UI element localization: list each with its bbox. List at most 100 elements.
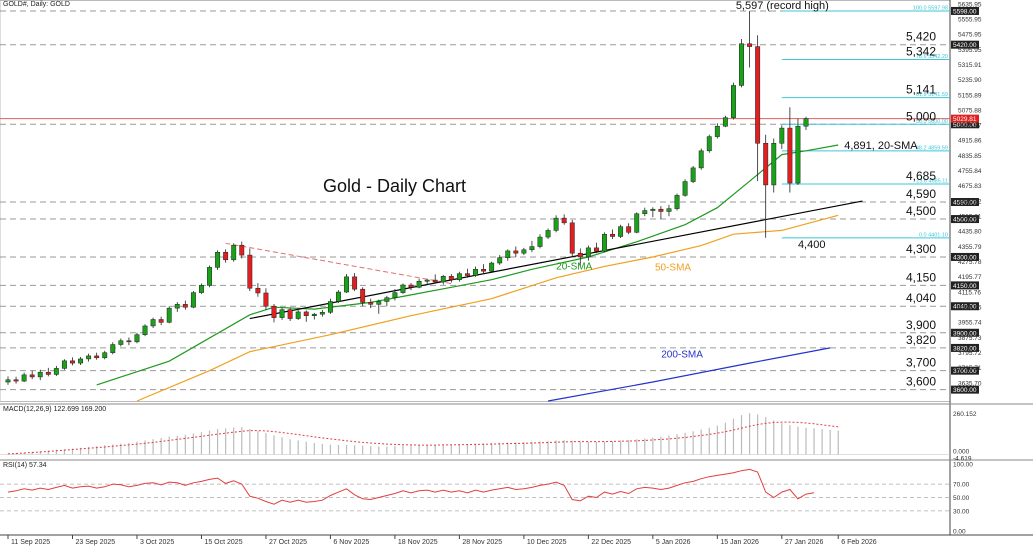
level-tag-bg [951,343,979,352]
level-tag-bg [951,252,979,261]
candle-body [803,118,809,127]
right-level-label: 3,900 [906,318,936,332]
x-tick-label: 23 Sep 2025 [75,539,115,546]
candle-body [319,312,325,315]
level-tag-bg [951,385,979,394]
x-tick-label: 22 Dec 2025 [591,539,631,546]
candle-body [755,46,761,144]
right-level-label: 4,685 [906,169,936,183]
fib-label: 61.8 5141.59 [916,92,948,98]
candle-body [61,360,67,369]
x-tick-label: 10 Dec 2025 [527,539,567,546]
candle-body [327,301,333,313]
level-tag-bg [951,328,979,337]
sma20-value-annotation: 4,891, 20-SMA [844,140,918,152]
rsi-scale-label: 0.00 [953,529,966,536]
y-tick-label: 4595.82 [958,198,982,205]
right-level-label: 3,600 [906,375,936,389]
right-level-label: 5,000 [906,109,936,123]
candle-body [408,284,414,288]
y-tick-label: 4035.75 [958,305,982,312]
candle-body [771,142,777,186]
y-tick-label: 4515.81 [958,214,982,221]
candle-body [336,291,341,302]
record-high-annotation: 5,597 (record high) [736,0,829,12]
candle-body [521,249,527,254]
macd-signal-line [7,421,839,455]
level-tag-bg [951,281,979,290]
y-tick-label: 4755.84 [958,168,982,175]
y-tick-label: 4675.83 [958,183,982,190]
candle-body [126,340,132,343]
candle-body [207,267,212,286]
candle-body [360,288,366,303]
y-tick-label: 5395.95 [958,47,982,54]
level-tag-bg [951,6,979,15]
fib-label: 100.0 5597.98 [913,5,948,11]
candle-body [706,136,712,152]
level-tag-bg [951,40,979,49]
y-tick-label: 4915.86 [958,138,982,145]
candle-body [174,304,180,309]
level-tag: 5598.00 [953,8,977,15]
y-tick-label: 4995.87 [958,123,982,130]
right-level-label: 5,342 [906,44,936,58]
y-tick-label: 4195.77 [958,274,982,281]
right-level-label: 5,420 [906,30,936,44]
level-tag: 4590.00 [953,200,977,207]
candle-body [682,181,688,196]
rsi-label: RSI(14) 57.34 [3,462,47,469]
candle-body [690,167,696,182]
candle-body [473,269,478,276]
current-price-tag: 5029.81 [953,116,977,123]
y-tick-label: 4835.85 [958,153,982,160]
candle-body [231,244,237,261]
candle-body [70,360,75,364]
candle-body [489,262,495,272]
level-tag-bg [951,215,979,224]
y-tick-label: 4115.76 [958,289,981,296]
candle-body [37,371,43,378]
candle-body [505,250,511,258]
sma50-label: 50-SMA [655,262,691,273]
sma200-line [547,347,831,402]
x-tick-label: 6 Feb 2026 [841,539,877,546]
candle-body [392,292,398,298]
macd-scale-label: -4.619 [953,455,972,462]
candle-body [658,208,664,212]
level-tag-bg [951,302,979,311]
candle-body [303,311,309,316]
candle-body [529,246,535,251]
sma50-line [136,214,839,402]
y-tick-label: 4355.79 [958,244,982,251]
level-tag: 5000.00 [953,122,977,129]
right-level-label: 4,300 [906,242,936,256]
y-tick-label: 5315.91 [958,62,982,69]
level-tag: 3700.00 [953,368,977,375]
candle-body [432,279,438,283]
candle-body [795,125,801,184]
candle-body [465,273,470,276]
candle-body [134,334,140,343]
candle-body [190,292,196,308]
candle-body [376,301,382,305]
level-tag: 4300.00 [953,254,977,261]
y-tick-label: 5075.88 [958,107,982,114]
rsi-scale-label: 50.00 [953,495,970,502]
right-level-label: 3,820 [906,333,936,347]
candle-body [714,125,720,137]
x-tick-label: 28 Nov 2025 [462,539,502,546]
y-tick-label: 4435.80 [958,229,982,236]
x-tick-label: 27 Jan 2026 [785,539,824,546]
candle-body [424,279,430,282]
rsi-line [7,468,815,505]
candle-body [158,319,164,323]
trend-line [249,200,863,320]
candle-body [86,355,92,360]
y-tick-label: 5475.95 [958,32,982,39]
candle-body [239,244,245,256]
x-tick-label: 27 Oct 2025 [269,539,307,546]
candle-body [602,233,607,252]
current-price-tag-bg [951,114,979,123]
sma200-label: 200-SMA [661,350,703,361]
